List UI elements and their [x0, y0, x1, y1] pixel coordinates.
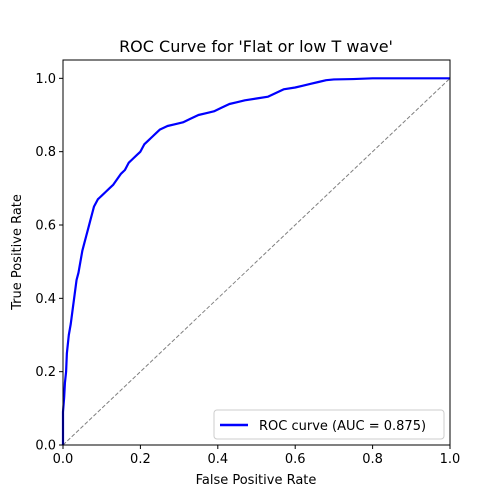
y-tick-label: 0.4: [35, 292, 56, 307]
x-tick-label: 0.0: [53, 452, 74, 467]
series-layer: [61, 77, 451, 446]
plot-area: [61, 59, 451, 446]
roc-curve-line: [61, 77, 450, 445]
y-tick-label: 0.0: [35, 439, 56, 454]
legend-box: [213, 409, 445, 440]
chart-title: ROC Curve for 'Flat or low T wave': [119, 37, 393, 56]
chance-diagonal-line: [62, 77, 451, 446]
y-axis: 0.0 0.2 0.4 0.6 0.8 1.0: [35, 72, 63, 454]
plot-frame: [62, 59, 451, 446]
x-tick-label: 0.4: [207, 452, 228, 467]
x-axis-label: False Positive Rate: [196, 473, 317, 488]
legend: ROC curve (AUC = 0.875): [213, 409, 445, 440]
x-tick-label: 0.8: [362, 452, 383, 467]
x-tick-label: 0.2: [130, 452, 151, 467]
x-tick-label: 0.6: [285, 452, 306, 467]
y-axis-label: True Positive Rate: [10, 194, 25, 311]
x-axis: 0.0 0.2 0.4 0.6 0.8 1.0: [53, 445, 461, 467]
plot-background: [63, 60, 450, 445]
y-tick-label: 0.8: [35, 145, 56, 160]
y-tick-label: 1.0: [35, 72, 56, 87]
y-tick-label: 0.6: [35, 219, 56, 234]
x-tick-label: 1.0: [440, 452, 461, 467]
y-tick-label: 0.2: [35, 365, 56, 380]
legend-label-roc: ROC curve (AUC = 0.875): [259, 419, 426, 434]
